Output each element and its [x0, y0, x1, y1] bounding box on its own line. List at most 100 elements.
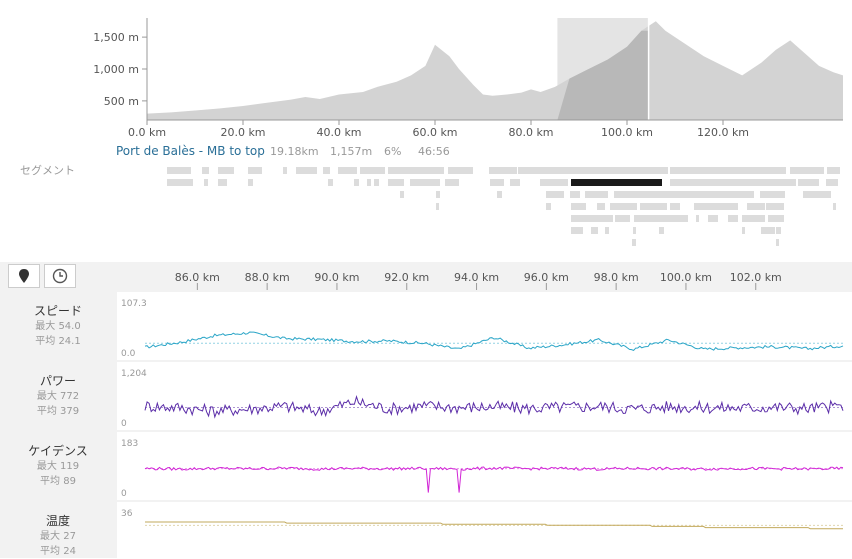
segment-bar[interactable] — [760, 191, 785, 198]
segment-bar[interactable] — [202, 167, 209, 174]
metric-max: 最大 119 — [36, 461, 80, 472]
segment-bar[interactable] — [826, 179, 838, 186]
metric-ymax-label: 183 — [121, 439, 138, 449]
segment-bar[interactable] — [436, 191, 440, 198]
segment-bar[interactable] — [742, 215, 765, 222]
segment-bar[interactable] — [367, 179, 371, 186]
metric-ymin-label: 0 — [121, 419, 127, 429]
segment-bar[interactable] — [296, 167, 317, 174]
segment-bar[interactable] — [571, 203, 586, 210]
segment-bar[interactable] — [436, 203, 439, 210]
segment-bar[interactable] — [248, 179, 253, 186]
segment-bar[interactable] — [833, 203, 836, 210]
segment-bar[interactable] — [388, 167, 444, 174]
time-mode-button[interactable] — [44, 264, 76, 288]
segment-bar[interactable] — [798, 179, 819, 186]
distance-mode-button[interactable] — [8, 264, 40, 288]
segment-bar[interactable] — [570, 191, 580, 198]
segment-bar[interactable] — [283, 167, 287, 174]
metric-ymax-label: 107.3 — [121, 299, 147, 309]
segment-bar[interactable] — [614, 191, 754, 198]
elevation-y-tick-label: 1,000 m — [93, 63, 139, 76]
segment-bar[interactable] — [497, 191, 502, 198]
segment-bar[interactable] — [323, 167, 330, 174]
segment-bar[interactable] — [670, 167, 786, 174]
segment-bar[interactable] — [708, 215, 718, 222]
segment-bar[interactable] — [605, 227, 609, 234]
elevation-profile[interactable]: 1,500 m 1,000 m 500 m 0.0 km 20.0 km 40.0 km 6… — [0, 0, 852, 260]
segment-bar[interactable] — [445, 179, 459, 186]
segment-bar-highlighted[interactable] — [571, 179, 662, 186]
elevation-y-tick-label: 1,500 m — [93, 31, 139, 44]
detail-x-tick-label: 92.0 km — [384, 271, 429, 284]
segment-bar[interactable] — [615, 215, 630, 222]
segment-bar[interactable] — [360, 167, 385, 174]
segment-bar[interactable] — [540, 179, 568, 186]
segment-bar[interactable] — [218, 179, 227, 186]
segment-bar[interactable] — [546, 203, 551, 210]
segment-bar[interactable] — [659, 227, 664, 234]
speed-chart-area[interactable] — [117, 292, 852, 360]
segment-bar[interactable] — [510, 179, 520, 186]
segment-bar[interactable] — [768, 215, 784, 222]
segment-bar[interactable] — [374, 179, 379, 186]
segment-bar[interactable] — [400, 191, 404, 198]
segment-bar[interactable] — [571, 215, 613, 222]
highlighted-segment-name[interactable]: Port de Balès - MB to top — [116, 144, 265, 158]
detail-x-tick-label: 94.0 km — [454, 271, 499, 284]
segment-bar[interactable] — [670, 203, 680, 210]
temperature-chart-area[interactable] — [117, 502, 852, 558]
segment-bar[interactable] — [776, 239, 779, 246]
segment-bar[interactable] — [354, 179, 359, 186]
segment-bar[interactable] — [338, 167, 357, 174]
segment-bar[interactable] — [696, 215, 699, 222]
metric-max: 最大 772 — [36, 391, 80, 402]
segment-bar[interactable] — [388, 179, 404, 186]
metric-name: ケイデンス — [28, 444, 88, 458]
segment-bar[interactable] — [634, 215, 688, 222]
segment-bar[interactable] — [546, 191, 564, 198]
detail-x-tick-label: 90.0 km — [314, 271, 359, 284]
segment-bar[interactable] — [694, 203, 738, 210]
segment-bar[interactable] — [803, 191, 831, 198]
segment-bar[interactable] — [728, 215, 738, 222]
segment-bar[interactable] — [585, 191, 608, 198]
segment-bar[interactable] — [489, 167, 517, 174]
cadence-chart-area[interactable] — [117, 432, 852, 500]
segment-bar[interactable] — [610, 203, 637, 210]
metric-series-line — [145, 521, 843, 530]
metric-charts[interactable]: 107.3 0.0 1,204 0 183 0 36 — [117, 292, 852, 558]
segment-bar[interactable] — [328, 179, 333, 186]
segment-bar[interactable] — [766, 203, 784, 210]
segment-bar[interactable] — [670, 179, 796, 186]
segment-bar[interactable] — [640, 203, 667, 210]
segment-bar[interactable] — [448, 167, 473, 174]
metric-speed-label: スピード 最大 54.0 平均 24.1 — [0, 302, 116, 349]
segment-bar[interactable] — [632, 239, 636, 246]
power-chart-area[interactable] — [117, 362, 852, 430]
segment-bar[interactable] — [410, 179, 440, 186]
metric-power-label: パワー 最大 772 平均 379 — [0, 372, 116, 419]
segment-bar[interactable] — [742, 227, 745, 234]
segment-bar[interactable] — [204, 179, 208, 186]
segment-bar[interactable] — [518, 167, 668, 174]
segment-bar[interactable] — [167, 179, 193, 186]
segment-bar[interactable] — [490, 179, 504, 186]
segment-bar[interactable] — [747, 203, 765, 210]
segment-bar[interactable] — [248, 167, 262, 174]
segment-bar[interactable] — [218, 167, 234, 174]
segment-bar[interactable] — [827, 167, 840, 174]
segment-bar[interactable] — [633, 227, 636, 234]
segment-bar[interactable] — [790, 167, 824, 174]
metric-series-line — [144, 331, 844, 351]
segment-bar[interactable] — [776, 227, 781, 234]
segment-bar[interactable] — [597, 203, 605, 210]
segment-bar[interactable] — [761, 227, 775, 234]
segment-bar[interactable] — [591, 227, 598, 234]
metric-name: スピード — [33, 304, 82, 318]
segment-bar[interactable] — [167, 167, 191, 174]
elevation-chart[interactable]: 1,500 m 1,000 m 500 m 0.0 km 20.0 km 40.0 km 6… — [0, 0, 852, 260]
segment-bar[interactable] — [571, 227, 583, 234]
segment-bars[interactable] — [0, 160, 852, 255]
clock-icon — [52, 268, 68, 284]
